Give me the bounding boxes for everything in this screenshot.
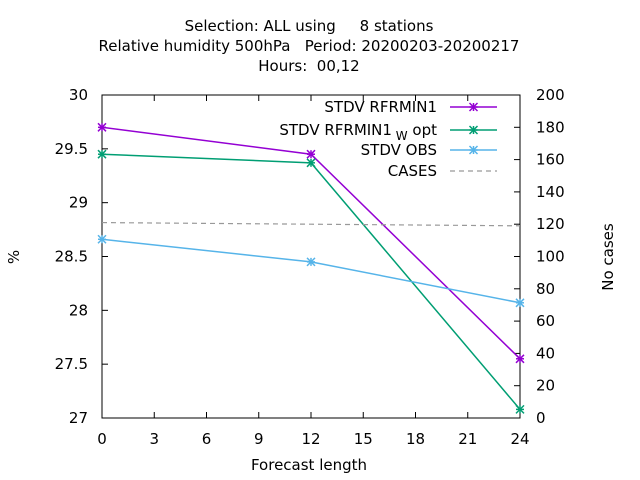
data-point-0-0 bbox=[97, 122, 107, 132]
y2-tick-label: 140 bbox=[536, 183, 565, 201]
x-axis-label: Forecast length bbox=[251, 456, 367, 474]
data-point-0-1 bbox=[306, 149, 316, 159]
x-tick-label: 18 bbox=[406, 430, 425, 448]
y-axis-label: % bbox=[5, 250, 23, 264]
data-point-1-1 bbox=[306, 158, 316, 168]
x-tick-label: 21 bbox=[458, 430, 477, 448]
series-line-2 bbox=[101, 238, 521, 304]
y2-tick-label: 180 bbox=[536, 118, 565, 136]
y2-tick-label: 120 bbox=[536, 215, 565, 233]
y2-tick-label: 40 bbox=[536, 344, 555, 362]
plot-frame bbox=[101, 94, 521, 419]
legend-label-0: STDV RFRMIN1 bbox=[324, 98, 437, 116]
legend-marker-1 bbox=[468, 125, 479, 135]
y-tick-label: 28 bbox=[69, 301, 88, 319]
data-point-2-1 bbox=[306, 257, 316, 267]
data-point-2-0 bbox=[97, 234, 107, 244]
x-tick-label: 6 bbox=[202, 430, 212, 448]
data-point-1-2 bbox=[515, 404, 525, 414]
y2-axis-label: No cases bbox=[599, 223, 617, 291]
y-tick-label: 27.5 bbox=[55, 355, 88, 373]
tick-labels: 0 3 6 9 12 15 18 21 24 27 27.5 28 28.5 29 29.5 30 0 20 40 6… bbox=[55, 86, 565, 448]
y-tick-label: 29 bbox=[69, 194, 88, 212]
data-point-1-0 bbox=[97, 149, 107, 159]
y-tick-label: 27 bbox=[69, 409, 88, 427]
legend-marker-0 bbox=[468, 102, 479, 112]
legend-label-1: STDV RFRMIN1 W opt bbox=[279, 121, 437, 143]
chart-title-line-3: Hours: 00,12 bbox=[258, 57, 360, 75]
legend-label-3: CASES bbox=[388, 162, 437, 180]
legend-marker-2 bbox=[468, 145, 479, 155]
data-point-2-2 bbox=[515, 298, 525, 308]
series-line-1 bbox=[101, 153, 521, 410]
y2-tick-label: 60 bbox=[536, 312, 555, 330]
y2-tick-label: 20 bbox=[536, 377, 555, 395]
x-tick-label: 0 bbox=[97, 430, 107, 448]
y2-tick-label: 80 bbox=[536, 280, 555, 298]
y-tick-label: 28.5 bbox=[55, 248, 88, 266]
series-lines bbox=[97, 122, 525, 414]
x-tick-label: 9 bbox=[254, 430, 264, 448]
x-tick-label: 12 bbox=[301, 430, 320, 448]
y-tick-label: 29.5 bbox=[55, 140, 88, 158]
y2-tick-label: 160 bbox=[536, 151, 565, 169]
y2-tick-label: 100 bbox=[536, 248, 565, 266]
x-tick-label: 3 bbox=[149, 430, 159, 448]
x-tick-label: 15 bbox=[354, 430, 373, 448]
y2-tick-label: 0 bbox=[536, 409, 546, 427]
chart-title-line-2: Relative humidity 500hPa Period: 2020020… bbox=[98, 37, 520, 55]
axes bbox=[101, 94, 521, 419]
legend-label-2: STDV OBS bbox=[361, 141, 437, 159]
x-tick-label: 24 bbox=[510, 430, 529, 448]
series-line-3 bbox=[101, 221, 521, 227]
data-point-0-2 bbox=[515, 354, 525, 364]
y-tick-label: 30 bbox=[69, 86, 88, 104]
chart-title-line-1: Selection: ALL using 8 stations bbox=[184, 17, 434, 35]
y2-tick-label: 200 bbox=[536, 86, 565, 104]
